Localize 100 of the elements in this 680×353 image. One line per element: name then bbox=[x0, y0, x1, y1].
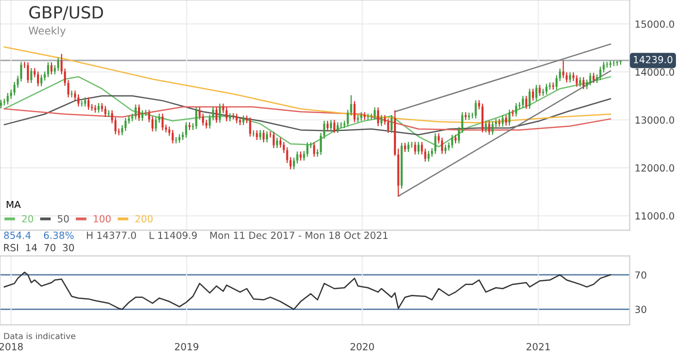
candlestick bbox=[492, 120, 494, 136]
candlestick bbox=[552, 82, 554, 90]
candlestick bbox=[508, 109, 510, 126]
candlestick bbox=[141, 110, 144, 122]
candlestick bbox=[360, 112, 362, 122]
candlestick bbox=[124, 117, 127, 132]
candlestick bbox=[94, 104, 96, 114]
candlestick bbox=[134, 104, 137, 120]
y-tick-label: 30 bbox=[635, 306, 646, 314]
candlestick bbox=[218, 103, 221, 124]
candlestick bbox=[80, 100, 83, 107]
candlestick bbox=[417, 141, 420, 155]
candlestick bbox=[64, 68, 66, 86]
candlestick bbox=[202, 113, 204, 126]
candlestick bbox=[88, 96, 90, 110]
candlestick bbox=[374, 106, 376, 120]
line-series bbox=[4, 272, 612, 310]
text: H 14377.0 bbox=[86, 232, 136, 239]
candlestick bbox=[296, 150, 298, 164]
line-series bbox=[4, 46, 612, 124]
candlestick bbox=[108, 110, 110, 118]
candlestick bbox=[414, 141, 416, 155]
candlestick bbox=[272, 131, 275, 149]
candlestick bbox=[290, 156, 292, 170]
chart-title: RSI 14 70 30 bbox=[4, 244, 74, 252]
candlestick bbox=[154, 116, 157, 132]
candlestick bbox=[525, 95, 528, 110]
candlestick bbox=[249, 116, 252, 138]
candlestick bbox=[30, 68, 32, 84]
candlestick bbox=[138, 104, 140, 122]
candlestick bbox=[407, 141, 410, 153]
y-tick-label: 70 bbox=[635, 271, 646, 279]
candlestick bbox=[57, 56, 60, 72]
text: Weekly bbox=[28, 26, 66, 37]
y-tick-label: 13000.0 bbox=[636, 116, 674, 124]
candlestick bbox=[144, 109, 147, 117]
candlestick bbox=[545, 83, 548, 96]
ref-line-label: 14239.0 bbox=[634, 56, 672, 64]
candlestick bbox=[256, 130, 258, 141]
text: 854.4 bbox=[4, 232, 31, 239]
candlestick bbox=[50, 62, 52, 75]
candlestick bbox=[451, 134, 454, 149]
candlestick bbox=[226, 106, 228, 122]
candlestick bbox=[303, 150, 306, 162]
candlestick bbox=[313, 142, 316, 158]
candlestick bbox=[6, 92, 9, 106]
line-series bbox=[4, 106, 612, 131]
candlestick bbox=[592, 72, 595, 84]
x-tick-label: 2019 bbox=[174, 342, 198, 350]
candlestick bbox=[599, 66, 602, 81]
legend-label: 20 bbox=[22, 215, 34, 222]
candlestick bbox=[279, 137, 282, 148]
candlestick bbox=[582, 76, 585, 90]
candlestick bbox=[428, 150, 430, 162]
chart-title: GBP/USD bbox=[29, 6, 103, 20]
y-tick-label: 15000.0 bbox=[636, 20, 674, 28]
candlestick bbox=[558, 68, 561, 82]
x-tick-label: 2020 bbox=[350, 342, 374, 350]
candlestick bbox=[576, 74, 578, 88]
candlestick bbox=[74, 90, 76, 101]
candlestick bbox=[162, 113, 164, 131]
text: L 11409.9 bbox=[150, 232, 197, 239]
candlestick bbox=[77, 94, 80, 107]
candlestick bbox=[589, 72, 592, 86]
legend-title: MA bbox=[6, 200, 21, 208]
candlestick bbox=[84, 96, 86, 107]
candlestick bbox=[0, 99, 2, 109]
candlestick bbox=[300, 150, 302, 162]
candlestick bbox=[354, 100, 356, 123]
candlestick bbox=[522, 95, 524, 108]
candlestick bbox=[40, 74, 42, 87]
candlestick bbox=[505, 114, 508, 126]
candlestick bbox=[528, 88, 531, 110]
y-tick-label: 12000.0 bbox=[636, 164, 674, 172]
candlestick bbox=[569, 72, 572, 84]
candlestick bbox=[306, 142, 308, 158]
candlestick bbox=[121, 124, 124, 136]
candlestick bbox=[26, 62, 29, 84]
candlestick bbox=[195, 106, 198, 130]
candlestick bbox=[478, 100, 480, 110]
text: Mon 11 Dec 2017 - Mon 18 Oct 2021 bbox=[210, 232, 388, 239]
candlestick bbox=[474, 100, 477, 119]
candlestick bbox=[515, 102, 518, 118]
y-tick-label: 11000.0 bbox=[636, 212, 674, 220]
candlestick bbox=[198, 106, 201, 120]
text: 6.38% bbox=[44, 232, 74, 239]
candlestick bbox=[484, 120, 487, 133]
candlestick bbox=[333, 119, 336, 134]
candlestick bbox=[502, 114, 504, 128]
x-tick-label: 2021 bbox=[526, 342, 550, 350]
candlestick bbox=[532, 88, 534, 102]
candlestick bbox=[538, 84, 541, 96]
y-tick-label: 14000.0 bbox=[636, 68, 674, 76]
candlestick bbox=[377, 106, 380, 127]
candlestick bbox=[98, 102, 100, 114]
candlestick bbox=[579, 76, 582, 88]
candlestick bbox=[535, 84, 538, 102]
candlestick bbox=[104, 105, 106, 118]
text: Data is indicative bbox=[4, 332, 76, 340]
candlestick bbox=[36, 70, 40, 87]
